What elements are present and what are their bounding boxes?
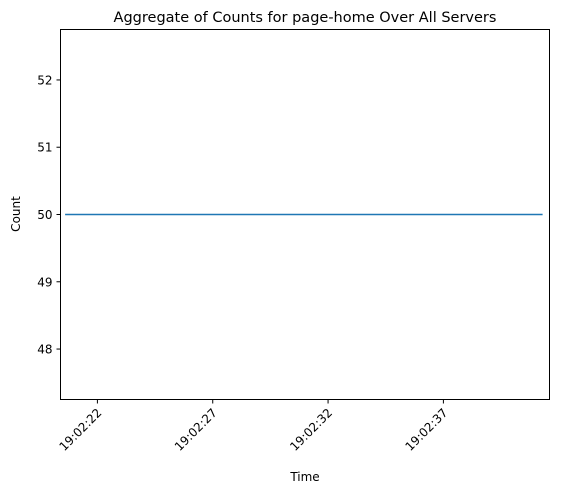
x-tick-label: 19:02:32 bbox=[287, 406, 335, 454]
x-tick-label: 19:02:37 bbox=[403, 406, 451, 454]
x-tick-label: 19:02:22 bbox=[57, 406, 105, 454]
y-axis: 48 49 50 51 52 bbox=[37, 73, 61, 357]
y-tick-label: 52 bbox=[37, 73, 52, 87]
chart-title: Aggregate of Counts for page-home Over A… bbox=[114, 10, 497, 26]
x-axis: 19:02:22 19:02:27 19:02:32 19:02:37 bbox=[57, 399, 451, 454]
y-tick-label: 50 bbox=[37, 208, 52, 222]
y-tick-label: 51 bbox=[37, 141, 52, 155]
y-tick-label: 48 bbox=[37, 343, 52, 357]
y-axis-label: Count bbox=[9, 196, 23, 232]
y-tick-label: 49 bbox=[37, 275, 52, 289]
x-axis-label: Time bbox=[289, 470, 319, 484]
x-tick-label: 19:02:27 bbox=[172, 406, 220, 454]
